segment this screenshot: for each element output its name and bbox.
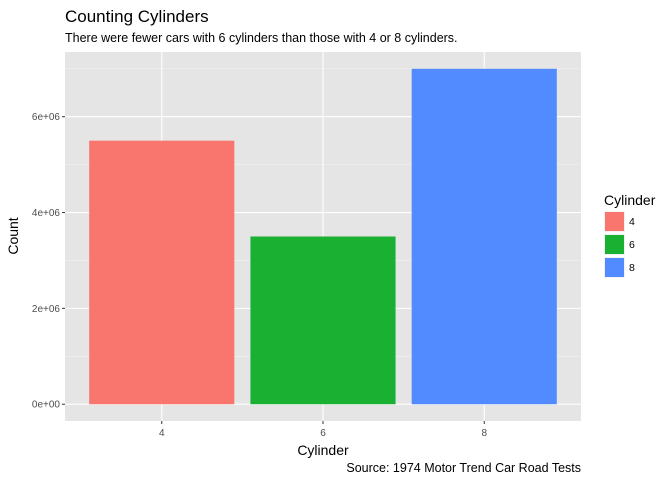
bars [89,68,557,405]
chart-caption: Source: 1974 Motor Trend Car Road Tests [346,461,581,475]
x-tick-label: 6 [320,428,326,439]
legend-label-8: 8 [629,262,635,274]
y-tick-label: 4e+06 [32,208,61,219]
y-tick-label: 6e+06 [32,112,61,123]
y-tick-label: 0e+00 [32,400,61,411]
legend: Cylinder 4 6 8 [604,192,656,278]
bar-6 [250,236,396,405]
y-axis-ticks: 0e+00 2e+06 4e+06 6e+06 [32,112,65,411]
y-axis-title: Count [5,217,21,254]
legend-swatch-4 [605,212,624,231]
chart-title: Counting Cylinders [65,7,209,26]
bar-4 [89,140,235,405]
x-axis-title: Cylinder [297,442,349,458]
y-tick-label: 2e+06 [32,304,61,315]
legend-swatch-8 [605,258,624,277]
legend-label-4: 4 [629,216,635,228]
legend-swatch-6 [605,235,624,254]
x-tick-label: 8 [481,428,487,439]
x-axis-ticks: 4 6 8 [159,421,487,439]
bar-8 [411,68,557,405]
legend-title: Cylinder [604,192,656,208]
x-tick-label: 4 [159,428,165,439]
chart-subtitle: There were fewer cars with 6 cylinders t… [65,31,458,45]
legend-label-6: 6 [629,239,635,251]
